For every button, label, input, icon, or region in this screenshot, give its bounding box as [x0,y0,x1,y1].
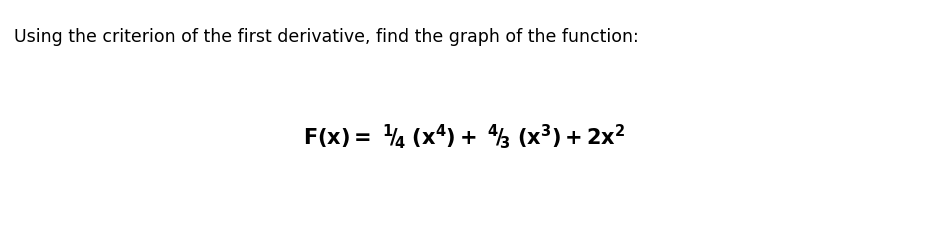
Text: Using the criterion of the first derivative, find the graph of the function:: Using the criterion of the first derivat… [14,28,638,46]
Text: $\bf{F(x) = \ ^1\!/\!_4 \ (x^4) + \ ^4\!/\!_3 \ (x^3) + 2x^2}$: $\bf{F(x) = \ ^1\!/\!_4 \ (x^4) + \ ^4\!… [302,122,625,151]
